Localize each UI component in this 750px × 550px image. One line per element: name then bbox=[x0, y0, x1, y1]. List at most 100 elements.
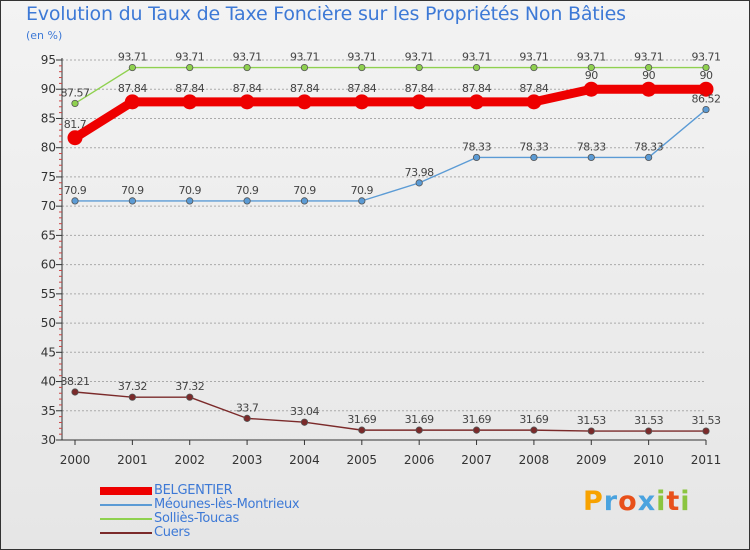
data-label: 37.32 bbox=[175, 380, 204, 393]
legend-swatch bbox=[100, 518, 152, 520]
data-point bbox=[526, 94, 542, 110]
data-point bbox=[354, 94, 370, 110]
data-label: 70.9 bbox=[178, 184, 201, 197]
data-label: 78.33 bbox=[462, 140, 491, 153]
data-point bbox=[71, 388, 79, 396]
data-label: 93.71 bbox=[462, 51, 491, 64]
data-label: 93.71 bbox=[290, 51, 319, 64]
data-label: 81.7 bbox=[64, 118, 87, 131]
data-point bbox=[530, 63, 538, 72]
x-tick-label: 2007 bbox=[461, 453, 492, 467]
data-label: 93.71 bbox=[692, 51, 721, 64]
y-tick-label: 75 bbox=[41, 170, 56, 184]
data-point bbox=[300, 197, 309, 205]
data-point bbox=[587, 153, 595, 162]
x-tick-label: 2011 bbox=[691, 453, 722, 467]
data-label: 31.69 bbox=[519, 413, 548, 426]
data-label: 70.9 bbox=[64, 184, 87, 197]
y-tick-label: 35 bbox=[41, 404, 56, 418]
data-label: 87.84 bbox=[175, 82, 204, 95]
data-point bbox=[415, 426, 423, 434]
data-point bbox=[71, 197, 79, 205]
x-tick-label: 2005 bbox=[347, 453, 378, 467]
data-label: 70.9 bbox=[236, 184, 259, 197]
data-label: 70.9 bbox=[293, 184, 316, 197]
data-label: 73.98 bbox=[405, 166, 434, 179]
logo-letter: t bbox=[666, 486, 681, 517]
data-label: 93.71 bbox=[519, 51, 548, 64]
series-line-2 bbox=[74, 66, 707, 105]
data-label: 33.7 bbox=[236, 401, 259, 414]
data-label: 93.71 bbox=[405, 51, 434, 64]
x-tick-label: 2001 bbox=[117, 453, 148, 467]
logo-letter: i bbox=[680, 486, 691, 517]
y-tick-label: 30 bbox=[41, 433, 56, 447]
proxiti-logo: Proxiti bbox=[583, 486, 691, 517]
data-point bbox=[182, 94, 198, 110]
data-point bbox=[71, 99, 79, 108]
y-tick-label: 50 bbox=[41, 316, 56, 330]
data-point bbox=[415, 63, 423, 72]
data-point bbox=[358, 197, 366, 205]
data-point bbox=[243, 197, 251, 205]
data-point bbox=[243, 414, 251, 422]
series-line-0 bbox=[70, 84, 711, 143]
x-tick-label: 2000 bbox=[60, 453, 91, 467]
data-label: 31.53 bbox=[692, 414, 721, 427]
data-label: 87.84 bbox=[347, 82, 376, 95]
y-tick-label: 55 bbox=[41, 287, 56, 301]
legend-label: Méounes-lès-Montrieux bbox=[154, 497, 300, 512]
data-label: 31.69 bbox=[347, 413, 376, 426]
data-point bbox=[702, 63, 710, 72]
legend-swatch bbox=[100, 504, 152, 506]
legend-label: Solliès-Toucas bbox=[154, 511, 239, 526]
data-label: 90 bbox=[700, 69, 713, 82]
data-label: 93.71 bbox=[577, 51, 606, 64]
y-tick-label: 45 bbox=[41, 345, 56, 359]
logo-letter: P bbox=[583, 486, 604, 517]
y-tick-label: 95 bbox=[41, 53, 56, 67]
series-line-1 bbox=[74, 108, 707, 202]
data-point bbox=[67, 130, 83, 146]
x-tick-label: 2008 bbox=[519, 453, 550, 467]
y-tick-label: 85 bbox=[41, 111, 56, 125]
data-label: 87.84 bbox=[519, 82, 548, 95]
data-label: 78.33 bbox=[634, 140, 663, 153]
data-point bbox=[128, 393, 136, 401]
x-tick-label: 2002 bbox=[174, 453, 205, 467]
data-point bbox=[702, 427, 710, 435]
data-point bbox=[358, 426, 366, 434]
data-point bbox=[128, 63, 136, 72]
data-point bbox=[587, 63, 595, 72]
chart-title: Evolution du Taux de Taxe Foncière sur l… bbox=[26, 3, 626, 25]
data-label: 70.9 bbox=[351, 184, 374, 197]
data-label: 90 bbox=[642, 69, 655, 82]
data-label: 38.21 bbox=[61, 375, 90, 388]
data-point bbox=[128, 197, 136, 205]
y-tick-label: 90 bbox=[41, 82, 56, 96]
legend-label: BELGENTIER bbox=[154, 483, 233, 498]
data-point bbox=[583, 81, 599, 97]
data-label: 78.33 bbox=[577, 140, 606, 153]
data-label: 33.04 bbox=[290, 405, 319, 418]
x-tick-label: 2006 bbox=[404, 453, 435, 467]
data-point bbox=[296, 94, 312, 110]
data-point bbox=[300, 418, 309, 426]
logo-letter: x bbox=[637, 486, 657, 517]
data-point bbox=[124, 94, 140, 110]
y-tick-label: 70 bbox=[41, 199, 56, 213]
data-point bbox=[239, 94, 255, 110]
data-point bbox=[530, 153, 538, 162]
data-point bbox=[469, 94, 485, 110]
data-point bbox=[472, 153, 481, 162]
data-label: 31.69 bbox=[462, 413, 491, 426]
data-point bbox=[411, 94, 427, 110]
data-label: 87.84 bbox=[233, 82, 262, 95]
x-tick-label: 2009 bbox=[576, 453, 607, 467]
data-label: 87.84 bbox=[118, 82, 147, 95]
data-point bbox=[243, 63, 251, 72]
logo-letter: o bbox=[618, 486, 638, 517]
data-label: 93.71 bbox=[233, 51, 262, 64]
y-unit-label: (en %) bbox=[26, 29, 63, 42]
